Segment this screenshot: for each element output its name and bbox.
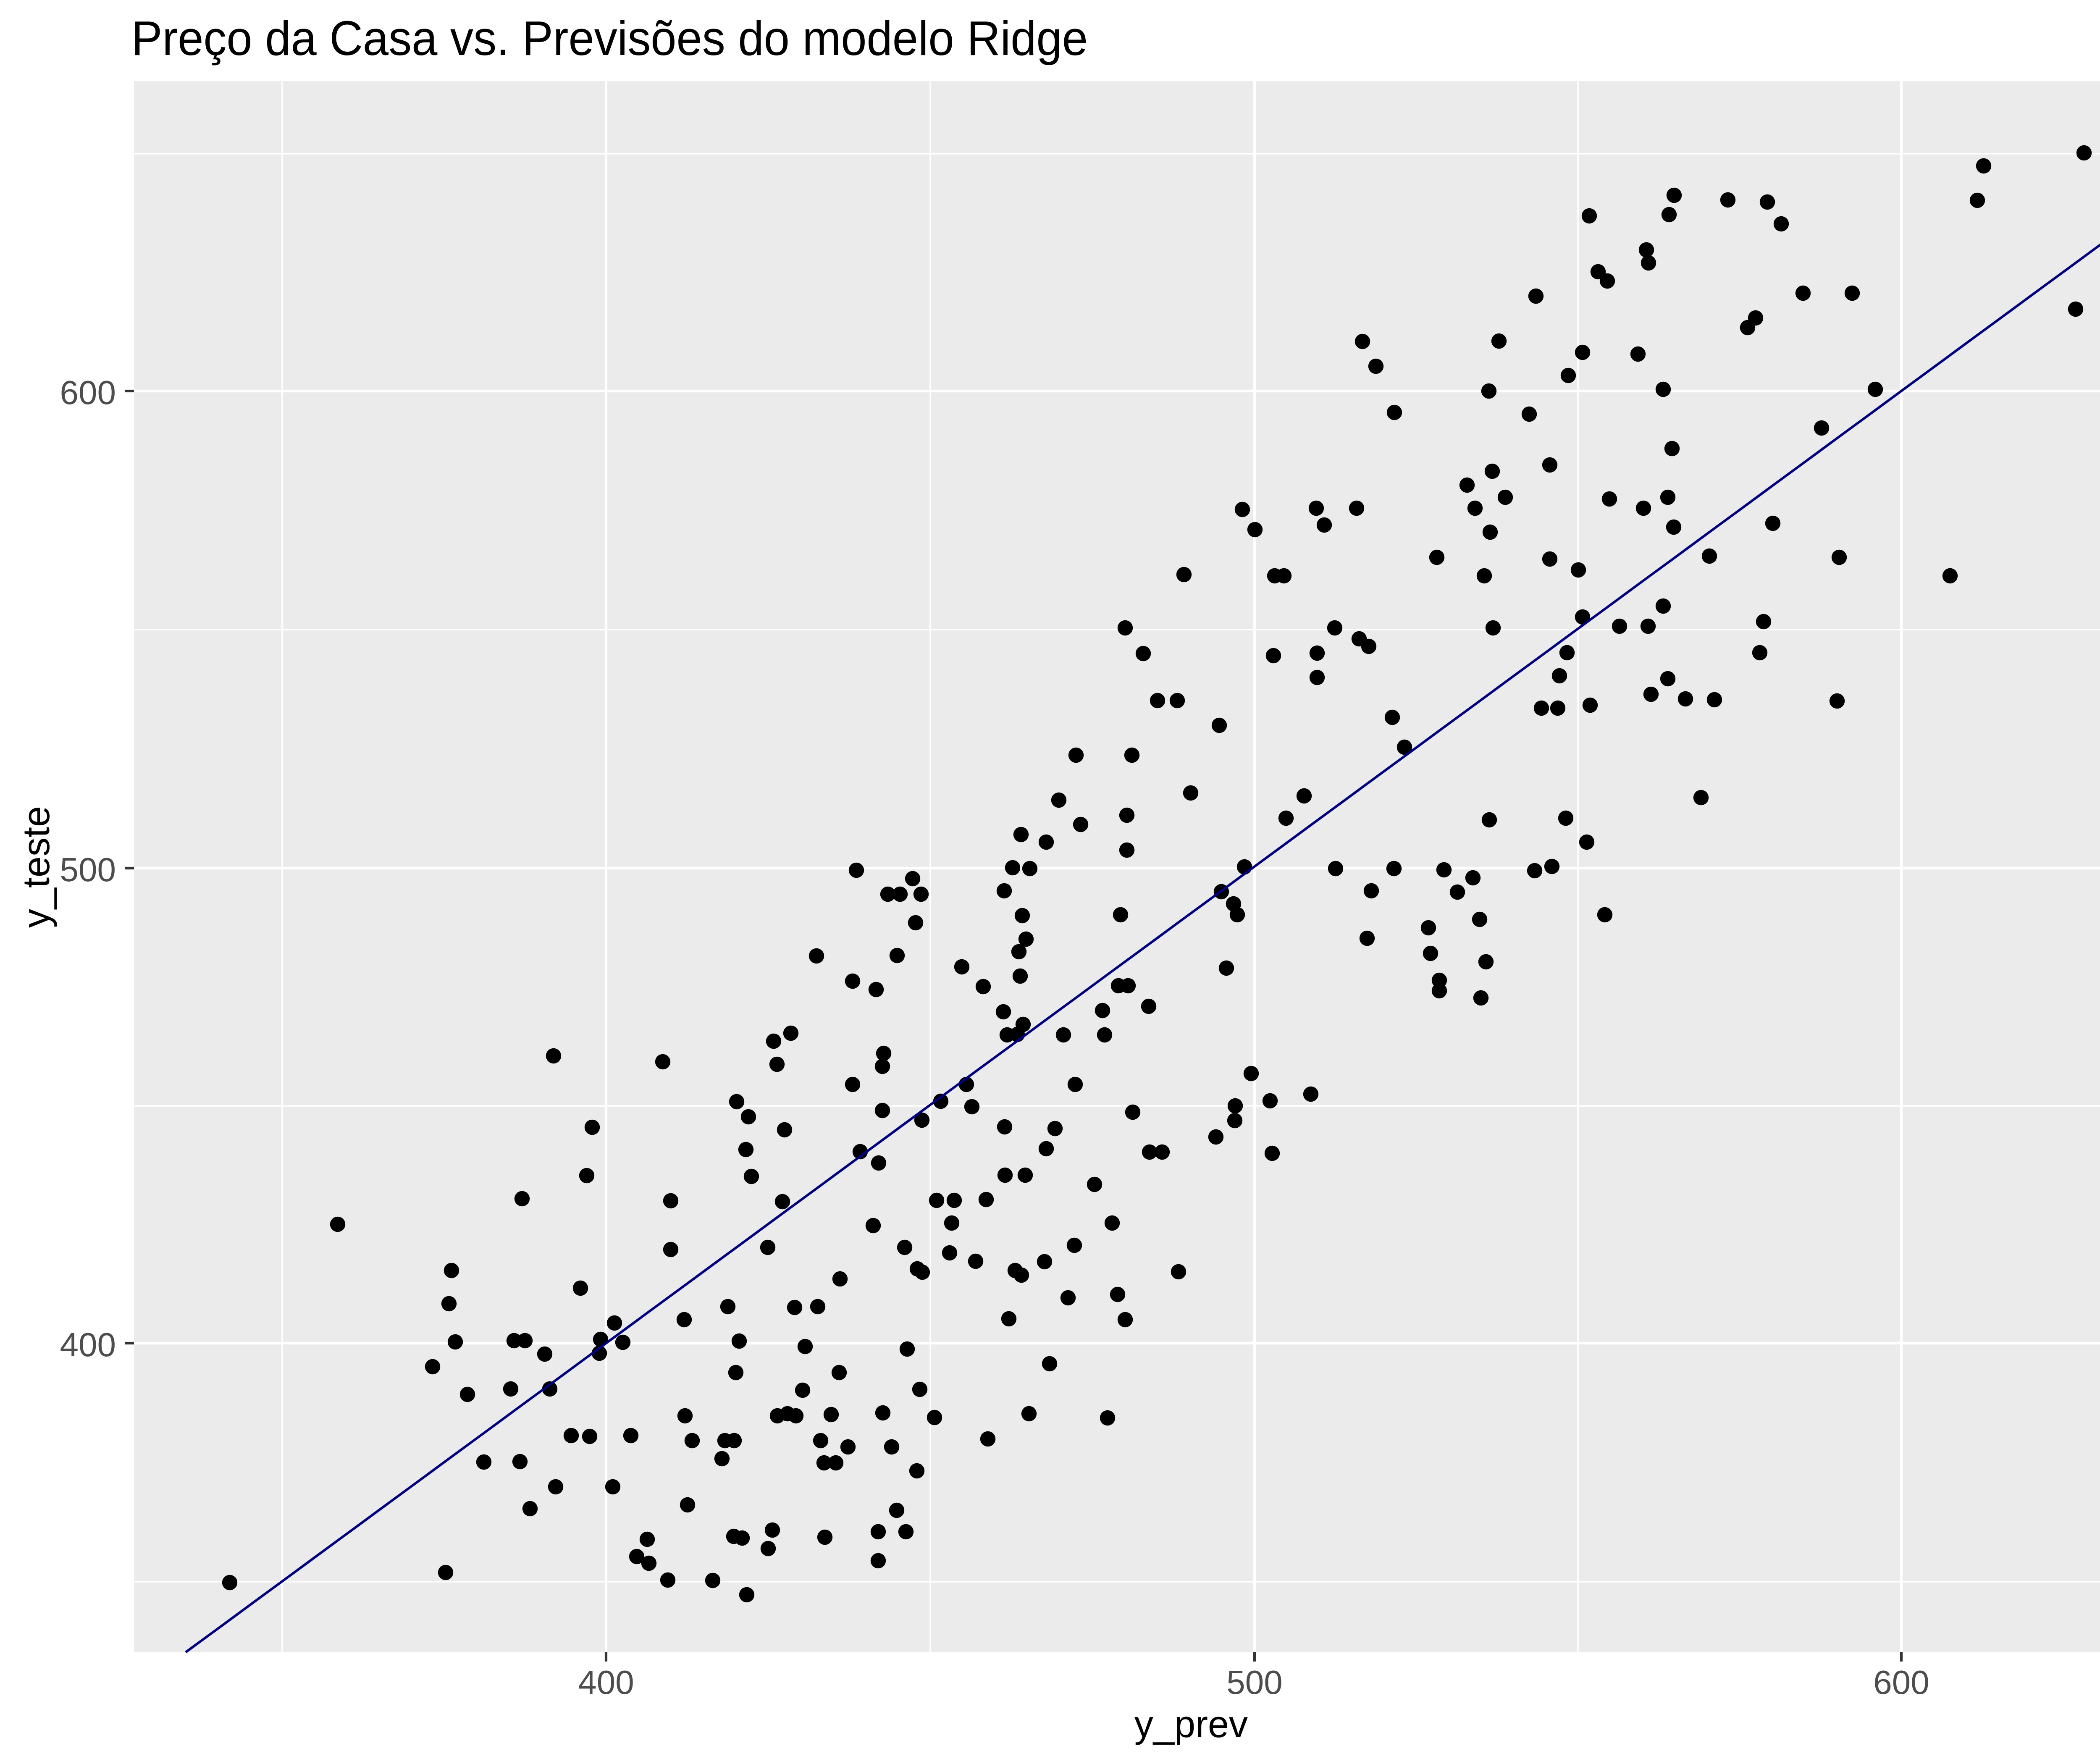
svg-text:600: 600 (60, 374, 116, 411)
svg-text:500: 500 (60, 851, 116, 888)
svg-text:400: 400 (60, 1326, 116, 1363)
svg-text:y_prev: y_prev (1134, 1704, 1248, 1746)
svg-text:600: 600 (1873, 1664, 1929, 1701)
svg-text:y_teste: y_teste (16, 806, 58, 928)
svg-text:400: 400 (578, 1664, 634, 1701)
svg-text:500: 500 (1226, 1664, 1282, 1701)
svg-text:Preço da Casa vs. Previsões do: Preço da Casa vs. Previsões do modelo Ri… (131, 11, 1088, 66)
